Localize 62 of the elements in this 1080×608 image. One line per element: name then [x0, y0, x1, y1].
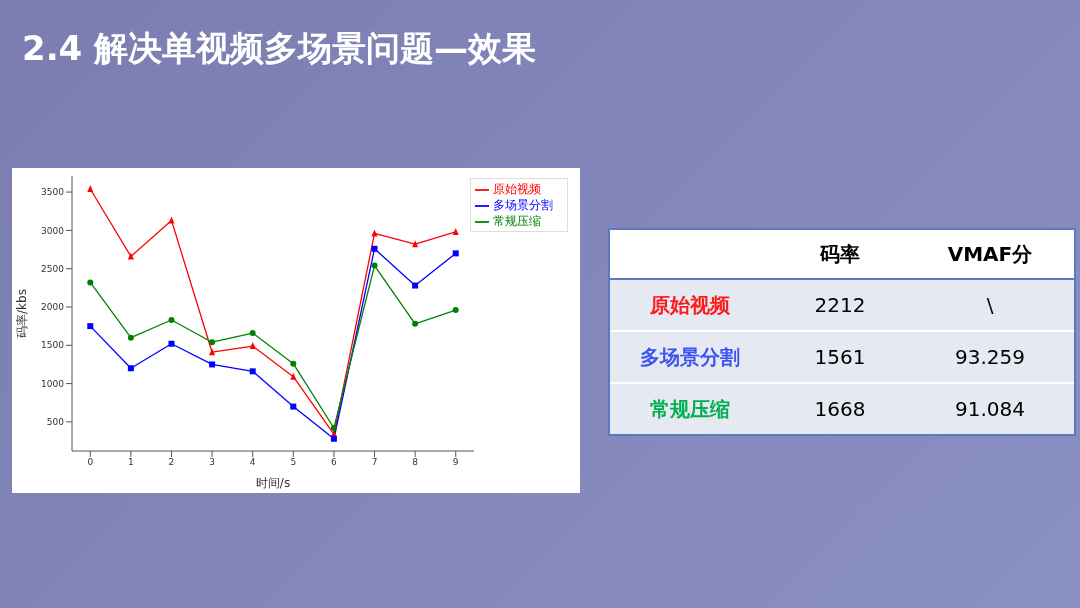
chart-title: 2.4 解决单视频多场景问题—效果 — [22, 27, 537, 70]
point — [168, 340, 175, 347]
x-tick-label: 9 — [452, 457, 459, 468]
point — [371, 245, 378, 252]
y-tick-label: 3500 — [41, 187, 65, 198]
point — [168, 317, 175, 324]
point — [290, 403, 297, 410]
text: 91.084 — [954, 397, 1026, 421]
x-tick-label: 5 — [290, 457, 297, 468]
text: 常规压缩 — [649, 395, 731, 423]
point — [371, 262, 378, 269]
point — [127, 334, 134, 341]
point — [127, 365, 134, 372]
legend-label: 原始视频 — [493, 182, 541, 196]
y-tick-label: 1500 — [41, 340, 65, 351]
y-tick-label: 1000 — [41, 378, 65, 389]
text: 多场景分割 — [639, 343, 741, 371]
point — [330, 425, 337, 432]
point — [249, 368, 256, 375]
legend-label: 多场景分割 — [493, 198, 553, 212]
point — [209, 348, 216, 356]
point — [87, 279, 94, 286]
point — [452, 307, 459, 314]
text: 1561 — [813, 345, 867, 369]
x-tick-label: 8 — [412, 457, 419, 468]
legend-label: 常规压缩 — [493, 214, 541, 228]
y-tick-label: 500 — [46, 417, 65, 428]
x-tick-label: 7 — [371, 457, 378, 468]
y-tick-label: 3000 — [41, 225, 65, 236]
point — [290, 360, 297, 367]
point — [168, 216, 175, 224]
point — [371, 229, 378, 237]
point — [249, 330, 256, 337]
text: VMAF分 — [946, 240, 1034, 268]
point — [412, 240, 419, 248]
text: 原始视频 — [649, 291, 731, 319]
x-tick-label: 1 — [128, 457, 134, 468]
point — [87, 323, 94, 330]
text: 码率 — [819, 240, 861, 268]
point — [412, 320, 419, 327]
point — [87, 185, 94, 193]
point — [209, 361, 216, 368]
point — [209, 339, 216, 346]
text: 2212 — [813, 293, 867, 317]
y-tick-label: 2500 — [41, 263, 65, 274]
x-tick-label: 3 — [209, 457, 215, 468]
y-axis-title: 码率/kbs — [15, 289, 30, 338]
x-axis-title: 时间/s — [255, 476, 291, 490]
x-tick-label: 2 — [168, 457, 175, 468]
point — [330, 435, 337, 442]
point — [290, 372, 297, 380]
x-tick-label: 6 — [331, 457, 338, 468]
x-tick-label: 0 — [87, 457, 94, 468]
point — [452, 227, 459, 235]
point — [452, 250, 459, 257]
text: 93.259 — [954, 345, 1026, 369]
point — [249, 342, 256, 350]
y-tick-label: 2000 — [41, 302, 65, 313]
text: \ — [985, 293, 995, 317]
x-tick-label: 4 — [249, 457, 256, 468]
text: 1668 — [813, 397, 867, 421]
point — [412, 282, 419, 289]
